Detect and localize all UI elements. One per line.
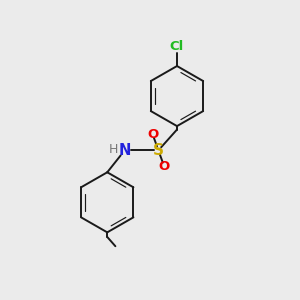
Text: Cl: Cl — [170, 40, 184, 53]
Text: N: N — [118, 143, 131, 158]
Text: O: O — [147, 128, 158, 141]
Text: H: H — [109, 143, 118, 156]
Text: S: S — [153, 143, 164, 158]
Text: O: O — [159, 160, 170, 173]
